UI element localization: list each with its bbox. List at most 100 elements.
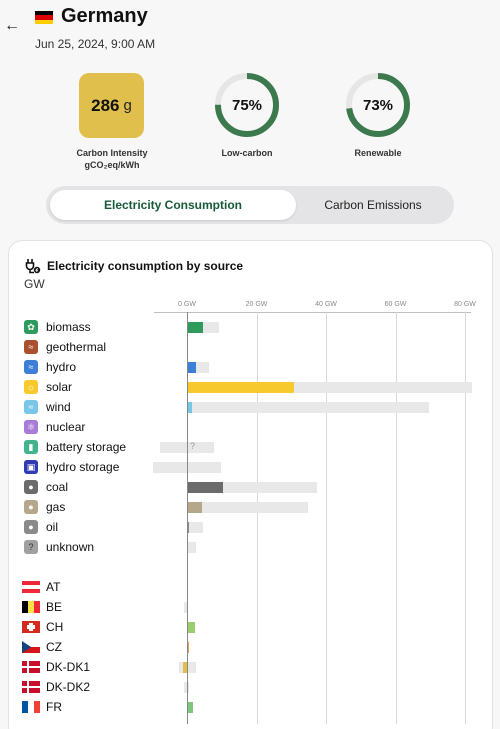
datetime-label: Jun 25, 2024, 9:00 AM [35,37,156,51]
value-bar [187,482,223,493]
carbon-intensity-label-line1: Carbon Intensity [76,148,148,158]
flag-dk-dk1-icon [22,661,40,673]
page-title: Germany [61,5,148,27]
source-label: coal [46,480,69,494]
capacity-bar [153,462,221,473]
value-bar [187,382,295,393]
geothermal-icon: ≈ [24,340,38,354]
flag-be-icon [22,601,40,613]
x-axis-line [154,312,471,313]
wind-icon: ≈ [24,400,38,414]
electricity-consumption-tab[interactable]: Electricity Consumption [50,190,296,220]
source-row-hydro: ≈ hydro [0,357,500,377]
value-bar [187,642,189,653]
chart-unit: GW [24,277,45,291]
source-label: biomass [46,320,91,334]
source-row-wind: ≈ wind [0,397,500,417]
exchange-label: DK-DK1 [46,660,91,674]
flag-at-icon [22,581,40,593]
capacity-bar [187,362,209,373]
renewable-ring: 73% [345,72,411,138]
exchange-row-fr: FR [0,697,500,717]
capacity-bar [183,602,187,613]
exchange-row-at: AT [0,577,500,597]
germany-flag-icon [35,11,53,24]
exchange-row-dk-dk1: DK-DK1 [0,657,500,677]
source-row-gas: ● gas [0,497,500,517]
exchange-label: FR [46,700,62,714]
back-arrow-icon[interactable]: ← [4,17,20,34]
x-tick-label: 20 GW [245,301,268,308]
source-row-nuclear: ⚛ nuclear [0,417,500,437]
source-label: solar [46,380,73,394]
exchange-label: BE [46,600,63,614]
capacity-bar [187,502,308,513]
source-row-geothermal: ≈ geothermal [0,337,500,357]
source-label: nuclear [46,420,86,434]
capacity-bar [159,442,215,453]
sun-icon: ☼ [24,380,38,394]
gridline [395,312,397,724]
value-bar [187,322,204,333]
capacity-bar [187,522,204,533]
unknown-value-marker: ? [190,441,196,451]
capacity-bar [187,382,472,393]
x-tick-label: 80 GW [454,301,476,308]
value-bar [187,502,202,513]
source-row-unknown: ? unknown [0,537,500,557]
source-row-battery-storage: ▮ battery storage? [0,437,500,457]
chart-title: Electricity consumption by source [47,259,244,273]
flag-ch-icon [22,621,40,633]
low-carbon-label: Low-carbon [221,148,273,158]
x-tick-label: 40 GW [315,301,337,308]
gridline [465,312,466,724]
zero-axis-line [187,312,188,724]
source-label: oil [46,520,59,534]
flag-fr-icon [22,701,40,713]
oil-icon: ● [24,520,38,534]
source-row-biomass: ✿ biomass [0,317,500,337]
renewable-percent: 73% [362,96,394,114]
source-row-solar: ☼ solar [0,377,500,397]
exchange-row-be: BE [0,597,500,617]
plug-icon [24,257,42,275]
capacity-bar [187,542,197,553]
value-bar [187,622,196,633]
question-icon: ? [24,540,38,554]
flag-cz-icon [22,641,40,653]
view-toggle: Electricity Consumption Carbon Emissions [46,186,454,224]
carbon-intensity-label-line2: gCO₂eq/kWh [84,160,140,170]
value-bar [187,702,193,713]
capacity-bar [183,682,190,693]
source-label: hydro [46,360,77,374]
source-label: geothermal [46,340,107,354]
carbon-intensity-value: 286 [91,95,120,115]
exchange-label: CH [46,620,64,634]
gridline [256,312,258,724]
source-label: hydro storage [46,460,120,474]
coal-icon: ● [24,480,38,494]
source-row-coal: ● coal [0,477,500,497]
gridline [326,312,327,724]
exchange-row-ch: CH [0,617,500,637]
source-label: unknown [46,540,95,554]
source-label: battery storage [46,440,127,454]
x-tick-label: 0 GW [178,301,196,308]
exchange-label: DK-DK2 [46,680,91,694]
exchange-label: AT [46,580,61,594]
value-bar [187,402,193,413]
carbon-intensity-badge: 286 g [79,73,144,138]
source-row-oil: ● oil [0,517,500,537]
x-tick-label: 60 GW [384,301,407,308]
atom-icon: ⚛ [24,420,38,434]
value-bar [187,362,196,373]
low-carbon-percent: 75% [231,96,263,114]
flag-dk-dk2-icon [22,681,40,693]
carbon-intensity-unit: g [123,97,132,114]
low-carbon-ring: 75% [214,72,280,138]
value-bar [187,522,189,533]
battery-icon: ▮ [24,440,38,454]
source-label: wind [46,400,71,414]
carbon-emissions-tab[interactable]: Carbon Emissions [324,198,422,212]
water-icon: ≈ [24,360,38,374]
